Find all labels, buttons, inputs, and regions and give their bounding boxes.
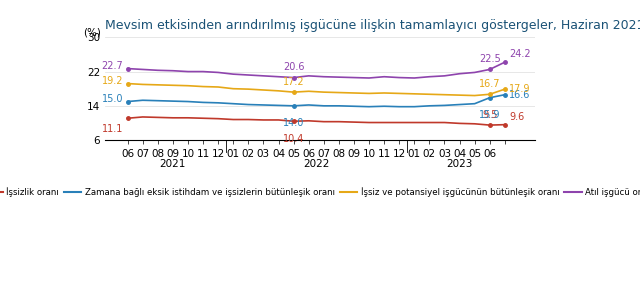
Text: 15.9: 15.9 bbox=[479, 110, 500, 120]
Text: (%): (%) bbox=[83, 27, 101, 37]
Text: 2022: 2022 bbox=[303, 159, 330, 168]
Text: 2021: 2021 bbox=[160, 159, 186, 168]
Text: 22.5: 22.5 bbox=[479, 54, 500, 64]
Text: 22.7: 22.7 bbox=[102, 61, 124, 71]
Text: 10.4: 10.4 bbox=[283, 134, 304, 144]
Text: 2023: 2023 bbox=[446, 159, 473, 168]
Text: 9.5: 9.5 bbox=[482, 110, 497, 119]
Text: 24.2: 24.2 bbox=[509, 49, 531, 59]
Text: 17.2: 17.2 bbox=[283, 77, 305, 87]
Text: 19.2: 19.2 bbox=[102, 76, 124, 86]
Text: 20.6: 20.6 bbox=[283, 62, 305, 72]
Text: 16.6: 16.6 bbox=[509, 90, 531, 100]
Text: 11.1: 11.1 bbox=[102, 124, 124, 134]
Text: Mevsim etkisinden arındırılmış işgücüne ilişkin tamamlayıcı göstergeler, Haziran: Mevsim etkisinden arındırılmış işgücüne … bbox=[105, 19, 640, 32]
Text: 9.6: 9.6 bbox=[509, 112, 524, 122]
Text: 17.9: 17.9 bbox=[509, 84, 531, 94]
Legend: İşsizlik oranı, Zamana bağlı eksik istihdam ve işsizlerin bütünleşik oranı, İşsi: İşsizlik oranı, Zamana bağlı eksik istih… bbox=[0, 184, 640, 200]
Text: 16.7: 16.7 bbox=[479, 79, 500, 89]
Text: 14.0: 14.0 bbox=[283, 118, 304, 128]
Text: 15.0: 15.0 bbox=[102, 94, 124, 104]
